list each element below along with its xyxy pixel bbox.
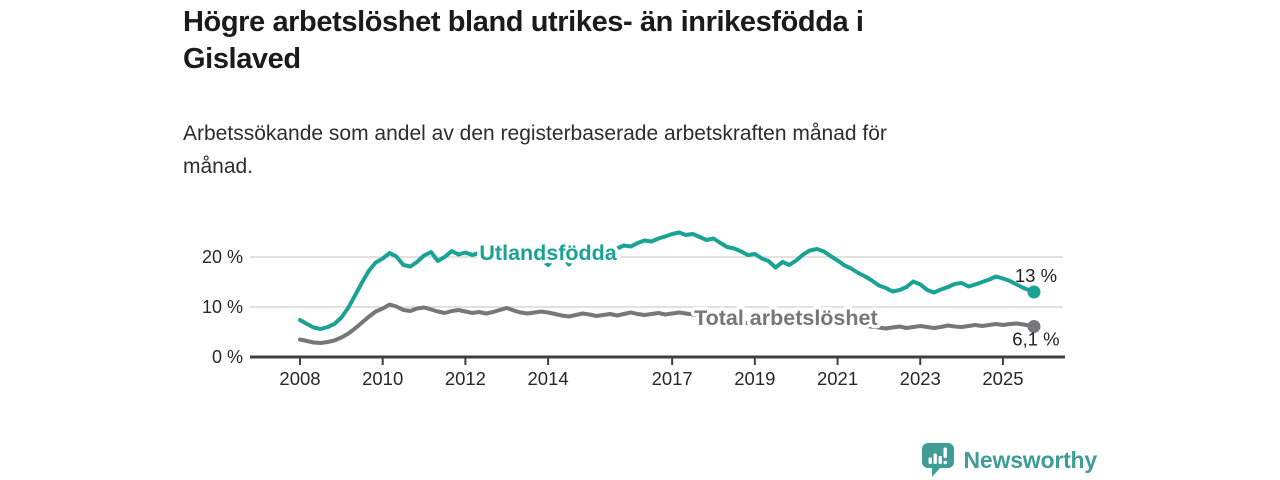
series-inline-label-utlandsfodda: Utlandsfödda bbox=[479, 241, 617, 265]
series-inline-label-total-arbetsloshet: Total arbetslöshet bbox=[694, 306, 878, 330]
x-axis-tick-label: 2019 bbox=[734, 368, 775, 389]
x-axis-tick-label: 2017 bbox=[652, 368, 693, 389]
y-axis-tick-label: 0 % bbox=[212, 347, 243, 367]
y-axis-tick-label: 20 % bbox=[202, 247, 243, 267]
x-axis-tick-label: 2025 bbox=[982, 368, 1023, 389]
y-axis-tick-label: 10 % bbox=[202, 297, 243, 317]
x-axis-tick-label: 2012 bbox=[445, 368, 486, 389]
chart-title: Högre arbetslöshet bland utrikes- än inr… bbox=[183, 6, 864, 75]
x-axis-tick-label: 2008 bbox=[279, 368, 320, 389]
x-axis-tick-label: 2014 bbox=[528, 368, 569, 389]
x-axis-tick-label: 2021 bbox=[817, 368, 858, 389]
x-axis-tick-label: 2010 bbox=[362, 368, 403, 389]
series-line-total-arbetsloshet bbox=[298, 302, 1036, 345]
series-line-utlandsfodda bbox=[298, 230, 1036, 331]
series-end-value-label-total-arbetsloshet: 6,1 % bbox=[1012, 329, 1059, 350]
chart-subtitle: Arbetssökande som andel av den registerb… bbox=[183, 122, 887, 178]
x-axis-tick-label: 2023 bbox=[900, 368, 941, 389]
series-end-dot-total-arbetsloshet bbox=[1027, 320, 1041, 333]
logo-bar-chart-glyph bbox=[928, 447, 947, 465]
newsworthy-logo-icon bbox=[921, 443, 954, 477]
series-end-value-label-utlandsfodda: 13 % bbox=[1015, 265, 1057, 286]
newsworthy-brand: Newsworthy bbox=[921, 442, 1097, 478]
logo-bubble-shape bbox=[921, 443, 954, 477]
newsworthy-wordmark: Newsworthy bbox=[963, 447, 1098, 473]
series-end-dot-utlandsfodda bbox=[1027, 285, 1041, 299]
